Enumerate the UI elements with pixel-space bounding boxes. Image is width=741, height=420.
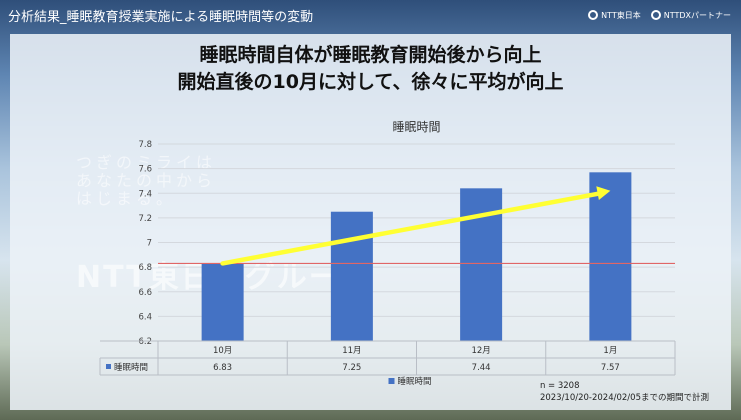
logos: NTT東日本 NTTDXパートナー bbox=[588, 10, 741, 21]
headline-line-1: 睡眠時間自体が睡眠教育開始後から向上 bbox=[199, 44, 542, 66]
bar bbox=[201, 263, 244, 341]
category-label: 1月 bbox=[603, 346, 617, 356]
trend-arrow bbox=[220, 191, 603, 266]
slide-title: 分析結果_睡眠教育授業実施による睡眠時間等の変動 bbox=[8, 9, 314, 25]
ntt-dx-logo-icon bbox=[650, 10, 661, 20]
y-tick-label: 7.8 bbox=[138, 140, 152, 150]
data-label: 7.25 bbox=[342, 363, 361, 373]
category-label: 11月 bbox=[342, 346, 361, 356]
category-label: 10月 bbox=[213, 346, 232, 356]
watermark-line-1: つぎのミライは bbox=[76, 153, 217, 172]
ntt-dx-logo: NTTDXパートナー bbox=[650, 10, 731, 21]
data-label: 7.57 bbox=[601, 363, 620, 373]
headline: 睡眠時間自体が睡眠教育開始後から向上 開始直後の10月に対して、徐々に平均が向上 bbox=[10, 42, 731, 96]
ntt-east-logo: NTT東日本 bbox=[588, 10, 641, 21]
data-label: 7.44 bbox=[472, 363, 491, 373]
data-label: 6.83 bbox=[213, 363, 232, 373]
trend-arrowhead bbox=[596, 186, 611, 201]
bar-chart: 睡眠時間 6.2 6.4 6.6 6.8 7 7.2 7.4 7.6 7.8 10月 6.83 11月 7… bbox=[99, 120, 676, 387]
measurement-period: 2023/10/20-2024/02/05までの期間で計測 bbox=[539, 393, 709, 403]
y-tick-label: 6.4 bbox=[138, 312, 152, 322]
y-tick-label: 6.8 bbox=[138, 263, 152, 273]
chart-panel: 睡眠時間自体が睡眠教育開始後から向上 開始直後の10月に対して、徐々に平均が向上… bbox=[10, 34, 731, 410]
y-tick-label: 7 bbox=[147, 239, 152, 249]
sample-size: n = 3208 bbox=[539, 381, 580, 391]
ntt-dx-logo-text: NTTDXパートナー bbox=[663, 10, 731, 20]
y-tick-label: 7.4 bbox=[138, 189, 152, 199]
watermark-line-2: あなたの中から bbox=[76, 171, 217, 190]
bar bbox=[589, 172, 632, 341]
sample-note: n = 3208 2023/10/20-2024/02/05までの期間で計測 bbox=[540, 380, 709, 404]
y-tick-label: 7.2 bbox=[138, 214, 152, 224]
watermark-slogan: つぎのミライは あなたの中から はじまる。 bbox=[76, 154, 216, 208]
watermark-line-3: はじまる。 bbox=[76, 189, 177, 208]
ntt-east-logo-text: NTT東日本 bbox=[601, 10, 641, 20]
table-series-key bbox=[106, 364, 111, 369]
y-tick-label: 7.6 bbox=[138, 165, 152, 175]
table-series-name: 睡眠時間 bbox=[114, 363, 148, 373]
ntt-logo-icon bbox=[588, 10, 599, 20]
headline-line-2: 開始直後の10月に対して、徐々に平均が向上 bbox=[177, 71, 564, 93]
slide-header: 分析結果_睡眠教育授業実施による睡眠時間等の変動 NTT東日本 NTTDXパート… bbox=[0, 0, 741, 30]
legend-label: 睡眠時間 bbox=[398, 377, 432, 387]
chart-title: 睡眠時間 bbox=[392, 120, 440, 134]
legend-key bbox=[388, 378, 395, 384]
category-label: 12月 bbox=[471, 346, 490, 356]
y-tick-label: 6.2 bbox=[138, 337, 152, 347]
bar bbox=[330, 211, 373, 341]
y-tick-label: 6.6 bbox=[138, 288, 152, 298]
